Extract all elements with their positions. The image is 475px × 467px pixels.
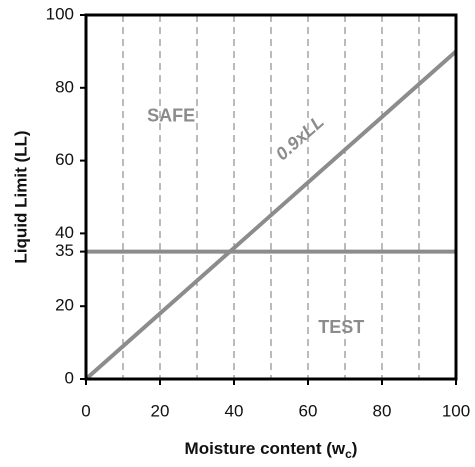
y-tick-label: 20	[55, 296, 74, 315]
plot-frame	[84, 13, 458, 381]
y-tick-label: 80	[55, 77, 74, 96]
x-tick-label: 60	[299, 401, 318, 420]
x-tick-label: 0	[81, 401, 90, 420]
y-tick-label: 100	[46, 4, 74, 23]
series-label: 0.9xLL	[272, 111, 328, 164]
x-tick-label: 40	[225, 401, 244, 420]
x-axis-label-text: Moisture content (w	[185, 439, 346, 458]
x-tick-label: 100	[442, 401, 470, 420]
x-axis-label-end: )	[352, 439, 358, 458]
x-axis-label: Moisture content (wc)	[185, 439, 358, 461]
annotation: SAFE	[147, 106, 195, 126]
y-tick-label: 60	[55, 150, 74, 169]
y-tick-label: 0	[65, 368, 74, 387]
y-tick-label: 40	[55, 223, 74, 242]
x-tick-label: 20	[151, 401, 170, 420]
y-tick-label: 35	[55, 241, 74, 260]
x-tick-label: 80	[373, 401, 392, 420]
x-axis-label-sub: c	[345, 447, 352, 461]
annotation: TEST	[318, 317, 364, 337]
y-axis-label: Liquid Limit (LL)	[11, 130, 30, 263]
series-line	[84, 49, 458, 381]
